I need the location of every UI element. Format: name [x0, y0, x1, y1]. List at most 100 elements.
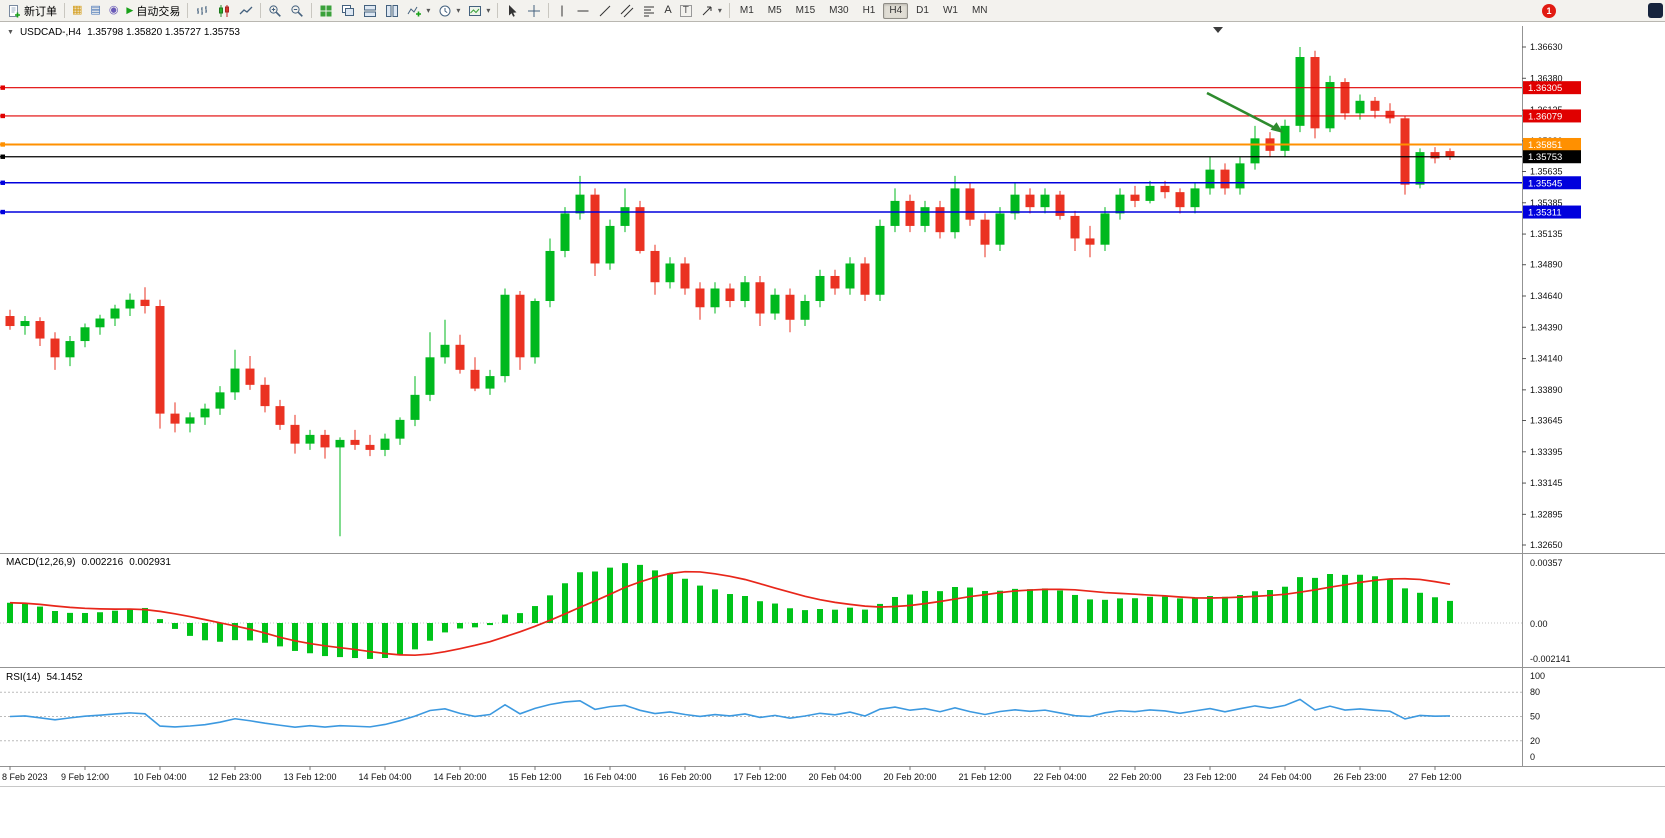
- svg-text:16 Feb 20:00: 16 Feb 20:00: [658, 772, 711, 782]
- timeframe-m30-button[interactable]: M30: [823, 3, 854, 19]
- periods-button[interactable]: ▾: [434, 2, 464, 20]
- svg-text:1.33890: 1.33890: [1530, 385, 1563, 395]
- text-label-button[interactable]: T: [676, 2, 696, 20]
- timeframe-h1-button[interactable]: H1: [857, 3, 882, 19]
- svg-text:1.32895: 1.32895: [1530, 509, 1563, 519]
- cascade-windows-icon: [342, 4, 355, 16]
- window-icon[interactable]: [1648, 3, 1663, 18]
- candlestick-chart-button[interactable]: [213, 2, 235, 20]
- market-watch-icon: ▤: [90, 4, 101, 16]
- navigator-button[interactable]: ◉: [105, 2, 123, 20]
- indicators-button[interactable]: ▾: [403, 2, 434, 20]
- svg-text:1.36380: 1.36380: [1530, 73, 1563, 83]
- price-badge-label: 1.36305: [1528, 83, 1562, 94]
- cascade-windows-button[interactable]: [337, 2, 359, 20]
- trendline-button[interactable]: [594, 2, 616, 20]
- price-badge: [1523, 176, 1581, 190]
- navigator-icon: ◉: [108, 4, 119, 16]
- chart-title: ▼ USDCAD-,H4 1.35798 1.35820 1.35727 1.3…: [7, 27, 240, 38]
- svg-text:21 Feb 12:00: 21 Feb 12:00: [958, 772, 1011, 782]
- arrow-tools-button[interactable]: ▾: [696, 2, 726, 20]
- macd-axis-label: 0.00357: [1530, 558, 1563, 568]
- price-badge: [1523, 109, 1581, 123]
- tile-horizontal-button[interactable]: [359, 2, 381, 20]
- text-label-icon: T: [679, 4, 692, 17]
- charts-icon: ▦: [72, 4, 83, 16]
- arrow-tool-icon: [702, 6, 712, 15]
- chart-expander-icon[interactable]: ▼: [7, 29, 14, 36]
- line-chart-button[interactable]: [235, 2, 257, 20]
- time-axis[interactable]: 8 Feb 2023 9 Feb 12:00 10 Feb 04:00 12 Feb …: [2, 766, 1462, 782]
- svg-text:24 Feb 04:00: 24 Feb 04:00: [1258, 772, 1311, 782]
- horizontal-line-icon: [577, 10, 589, 11]
- svg-text:8 Feb 2023: 8 Feb 2023: [2, 772, 48, 782]
- notifications-badge[interactable]: 1: [1542, 4, 1556, 18]
- timeframe-m1-button[interactable]: M1: [734, 3, 760, 19]
- templates-button[interactable]: ▾: [464, 2, 494, 20]
- crosshair-icon: [528, 4, 541, 17]
- rsi-value: 54.1452: [46, 672, 83, 683]
- vertical-line-icon: [561, 5, 563, 16]
- svg-text:1.36630: 1.36630: [1530, 42, 1563, 52]
- autotrading-label: 自动交易: [136, 5, 181, 18]
- rsi-axis-label: 100: [1530, 671, 1545, 681]
- toolbar-separator: [187, 3, 189, 18]
- macd-name: MACD(12,26,9): [6, 557, 76, 568]
- vertical-line-button[interactable]: [552, 2, 572, 20]
- zoom-out-button[interactable]: [286, 2, 308, 20]
- price-badge: [1523, 81, 1581, 95]
- tile-windows-button[interactable]: [315, 2, 337, 20]
- bar-chart-button[interactable]: [191, 2, 213, 20]
- indicators-icon: [407, 6, 422, 16]
- timeframe-mn-button[interactable]: MN: [966, 3, 994, 19]
- level-handle: [0, 209, 5, 215]
- autotrading-button[interactable]: ▶ 自动交易: [122, 2, 184, 20]
- svg-text:1.34140: 1.34140: [1530, 354, 1563, 364]
- chevron-down-icon: ▾: [426, 6, 431, 15]
- toolbar-separator: [497, 3, 499, 18]
- macd-value: 0.002216: [81, 557, 124, 568]
- arrow-annotation[interactable]: [1206, 91, 1283, 133]
- svg-text:12 Feb 23:00: 12 Feb 23:00: [208, 772, 261, 782]
- toolbar-separator: [260, 3, 262, 18]
- rsi-axis-label: 50: [1530, 712, 1540, 722]
- svg-text:22 Feb 20:00: 22 Feb 20:00: [1108, 772, 1161, 782]
- timeframe-m15-button[interactable]: M15: [790, 3, 821, 19]
- timeframe-d1-button[interactable]: D1: [910, 3, 935, 19]
- fibonacci-button[interactable]: [638, 2, 660, 20]
- svg-text:17 Feb 12:00: 17 Feb 12:00: [733, 772, 786, 782]
- svg-text:1.35635: 1.35635: [1530, 167, 1563, 177]
- tile-vertical-button[interactable]: [381, 2, 403, 20]
- chart-shift-marker[interactable]: [1213, 27, 1223, 33]
- svg-text:1.33395: 1.33395: [1530, 447, 1563, 457]
- svg-text:13 Feb 12:00: 13 Feb 12:00: [283, 772, 336, 782]
- equidistant-channel-button[interactable]: [616, 2, 638, 20]
- market-watch-button[interactable]: ▤: [86, 2, 104, 20]
- svg-text:26 Feb 23:00: 26 Feb 23:00: [1333, 772, 1386, 782]
- chart-ohlc-values: 1.35798 1.35820 1.35727 1.35753: [87, 27, 240, 38]
- level-handle: [0, 180, 5, 185]
- charts-button[interactable]: ▦: [68, 2, 86, 20]
- timeframe-h4-button[interactable]: H4: [883, 2, 909, 19]
- svg-text:10 Feb 04:00: 10 Feb 04:00: [133, 772, 186, 782]
- toolbar-separator: [548, 3, 550, 18]
- timeframe-w1-button[interactable]: W1: [937, 3, 964, 19]
- new-order-button[interactable]: 新订单: [3, 2, 61, 20]
- horizontal-line-button[interactable]: [572, 2, 594, 20]
- cursor-button[interactable]: [501, 2, 523, 20]
- crosshair-button[interactable]: [523, 2, 545, 20]
- channel-icon: [621, 4, 634, 17]
- timeframe-m5-button[interactable]: M5: [762, 3, 788, 19]
- rsi-axis-label: 20: [1530, 736, 1540, 746]
- text-button[interactable]: A: [660, 2, 675, 20]
- rsi-line: [9, 698, 1451, 729]
- svg-text:1.35385: 1.35385: [1530, 198, 1563, 208]
- zoom-in-button[interactable]: [264, 2, 286, 20]
- rsi-name: RSI(14): [6, 672, 41, 683]
- svg-text:1.32650: 1.32650: [1530, 540, 1563, 550]
- svg-text:23 Feb 12:00: 23 Feb 12:00: [1183, 772, 1236, 782]
- clock-icon: [439, 5, 451, 16]
- svg-text:14 Feb 20:00: 14 Feb 20:00: [433, 772, 486, 782]
